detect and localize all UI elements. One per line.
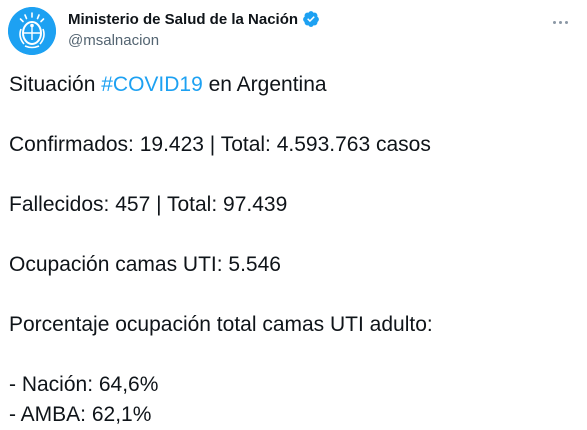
- hashtag-link[interactable]: #COVID19: [101, 73, 203, 96]
- tweet-line-confirmed: Confirmados: 19.423 | Total: 4.593.763 c…: [9, 133, 431, 156]
- tweet-line-headline: Situación #COVID19 en Argentina: [9, 70, 579, 100]
- headline-suffix: en Argentina: [202, 73, 327, 96]
- tweet-line-icu-beds: Ocupación camas UTI: 5.546: [9, 253, 281, 276]
- blank-line: [9, 160, 579, 190]
- headline-prefix: Situación: [9, 73, 102, 96]
- account-handle[interactable]: @msalnacion: [68, 32, 160, 49]
- account-names: Ministerio de Salud de la Nación @msalna…: [68, 8, 320, 49]
- blank-line: [9, 220, 579, 250]
- more-options-icon[interactable]: [547, 12, 573, 32]
- verified-badge-icon: [303, 11, 319, 27]
- tweet-line-deaths: Fallecidos: 457 | Total: 97.439: [9, 193, 288, 216]
- argentina-coat-of-arms-icon: [8, 7, 56, 55]
- tweet-header: Ministerio de Salud de la Nación @msalna…: [8, 6, 579, 55]
- dot: [552, 20, 556, 24]
- blank-line: [9, 280, 579, 310]
- dot: [564, 20, 568, 24]
- blank-line: [9, 340, 579, 370]
- tweet-line-nation: - Nación: 64,6%: [9, 373, 159, 396]
- display-name-row: Ministerio de Salud de la Nación: [68, 8, 320, 30]
- tweet-line-occupancy-title: Porcentaje ocupación total camas UTI adu…: [9, 313, 433, 336]
- avatar[interactable]: [8, 7, 56, 55]
- display-name[interactable]: Ministerio de Salud de la Nación: [68, 10, 299, 28]
- tweet-text: Situación #COVID19 en Argentina Confirma…: [9, 70, 579, 430]
- blank-line: [9, 100, 579, 130]
- tweet-line-amba: - AMBA: 62,1%: [9, 403, 152, 426]
- dot: [558, 20, 562, 24]
